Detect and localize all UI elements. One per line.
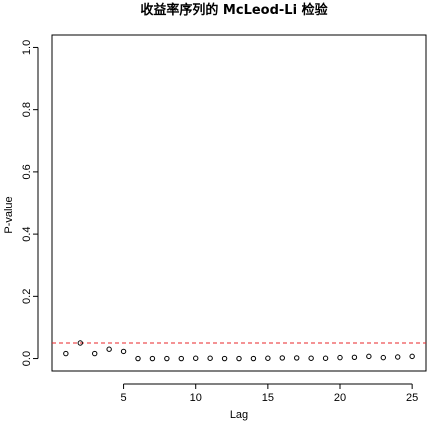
y-tick-label: 0.4 <box>21 226 33 241</box>
x-tick-label: 5 <box>121 392 127 404</box>
data-point <box>149 355 156 362</box>
data-point <box>395 354 401 360</box>
data-point <box>351 354 358 361</box>
data-point <box>250 355 257 362</box>
x-tick-label: 15 <box>262 392 274 404</box>
plot-area-frame <box>51 34 427 372</box>
data-point <box>294 355 300 361</box>
data-point <box>178 355 184 362</box>
chart-title: 收益率序列的 McLeod-Li 检验 <box>140 2 328 18</box>
data-point <box>207 355 213 361</box>
data-point <box>409 353 415 360</box>
data-point <box>380 354 386 361</box>
data-point <box>221 355 228 362</box>
data-point <box>265 355 271 361</box>
y-axis-label: P-value <box>3 196 15 233</box>
data-point <box>63 350 69 357</box>
x-tick-label: 10 <box>190 392 202 404</box>
data-point <box>236 355 242 362</box>
data-point <box>164 355 170 362</box>
y-tick-label: 0.2 <box>21 289 33 304</box>
x-axis: 5 10 15 20 25 <box>121 383 418 404</box>
data-point <box>106 346 112 352</box>
x-tick-label: 20 <box>334 392 346 404</box>
data-point <box>77 340 83 346</box>
y-tick-label: 1.0 <box>21 40 33 55</box>
data-point <box>322 355 329 361</box>
data-points <box>63 340 415 362</box>
data-point <box>366 353 372 360</box>
data-point <box>279 355 285 361</box>
y-tick-label: 0.8 <box>21 102 33 117</box>
x-tick-label: 25 <box>406 392 418 404</box>
data-point <box>135 355 141 362</box>
x-axis-label: Lag <box>230 409 248 421</box>
y-tick-label: 0.0 <box>21 351 33 366</box>
data-point <box>308 355 314 361</box>
data-point <box>120 348 127 355</box>
y-tick-label: 0.6 <box>21 164 33 179</box>
data-point <box>92 350 98 357</box>
data-point <box>337 354 343 361</box>
y-axis: 0.0 0.2 0.4 0.6 0.8 1.0 <box>21 40 39 366</box>
data-point <box>193 355 199 361</box>
